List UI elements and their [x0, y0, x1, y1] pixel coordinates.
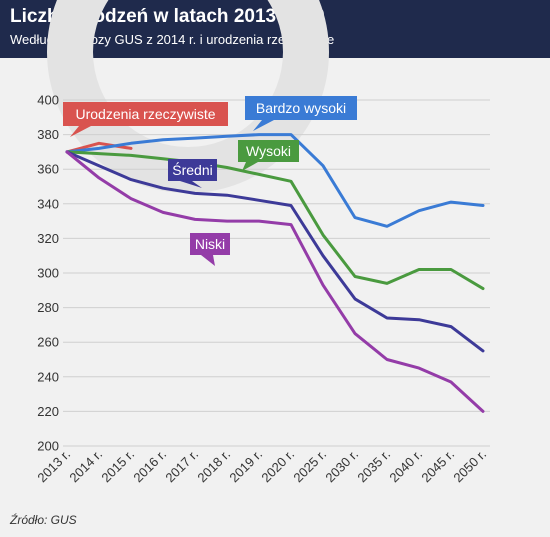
- x-tick-label: 2017 r.: [162, 447, 201, 486]
- x-tick-label: 2018 r.: [194, 447, 233, 486]
- x-tick-label: 2035 r.: [354, 447, 393, 486]
- legend-label: Urodzenia rzeczywiste: [75, 106, 215, 122]
- legend-label-pointer: [201, 255, 215, 266]
- legend-label-box: [168, 159, 217, 181]
- legend-label-pointer: [180, 181, 202, 188]
- series-line: [65, 141, 133, 154]
- x-tick-label: 2020 r.: [258, 447, 297, 486]
- legend-label-box: [63, 102, 228, 126]
- x-tick-label: 2045 r.: [418, 447, 457, 486]
- legend-label: Bardzo wysoki: [256, 100, 346, 116]
- series-line: [65, 133, 485, 228]
- y-tick-label: 360: [37, 162, 59, 177]
- y-tick-label: 260: [37, 335, 59, 350]
- legend-label-pointer: [242, 162, 258, 171]
- y-tick-label: 280: [37, 300, 59, 315]
- y-tick-label: 300: [37, 266, 59, 281]
- y-tick-label: 200: [37, 439, 59, 454]
- y-tick-label: 220: [37, 404, 59, 419]
- legend-label: Niski: [195, 236, 225, 252]
- series-line: [65, 150, 485, 291]
- x-tick-label: 2050 r.: [450, 447, 489, 486]
- legend-label: Średni: [172, 161, 212, 178]
- x-tick-label: 2019 r.: [226, 447, 265, 486]
- x-tick-label: 2016 r.: [130, 447, 169, 486]
- legend-label: Wysoki: [246, 143, 291, 159]
- legend-label-pointer: [70, 126, 91, 137]
- series-line: [65, 150, 485, 353]
- x-tick-label: 2014 r.: [66, 447, 105, 486]
- legend-label-pointer: [253, 120, 274, 131]
- y-tick-label: 340: [37, 196, 59, 211]
- x-tick-label: 2030 r.: [322, 447, 361, 486]
- y-tick-label: 320: [37, 231, 59, 246]
- y-tick-label: 380: [37, 127, 59, 142]
- x-tick-label: 2025 r.: [290, 447, 329, 486]
- x-tick-label: 2015 r.: [98, 447, 137, 486]
- series-line: [65, 150, 485, 413]
- source-note: Źródło: GUS: [10, 513, 77, 527]
- y-tick-label: 400: [37, 93, 59, 108]
- x-tick-label: 2040 r.: [386, 447, 425, 486]
- legend-label-box: [190, 233, 230, 255]
- y-tick-label: 240: [37, 369, 59, 384]
- legend-label-box: [238, 140, 299, 162]
- legend-label-box: [245, 96, 357, 120]
